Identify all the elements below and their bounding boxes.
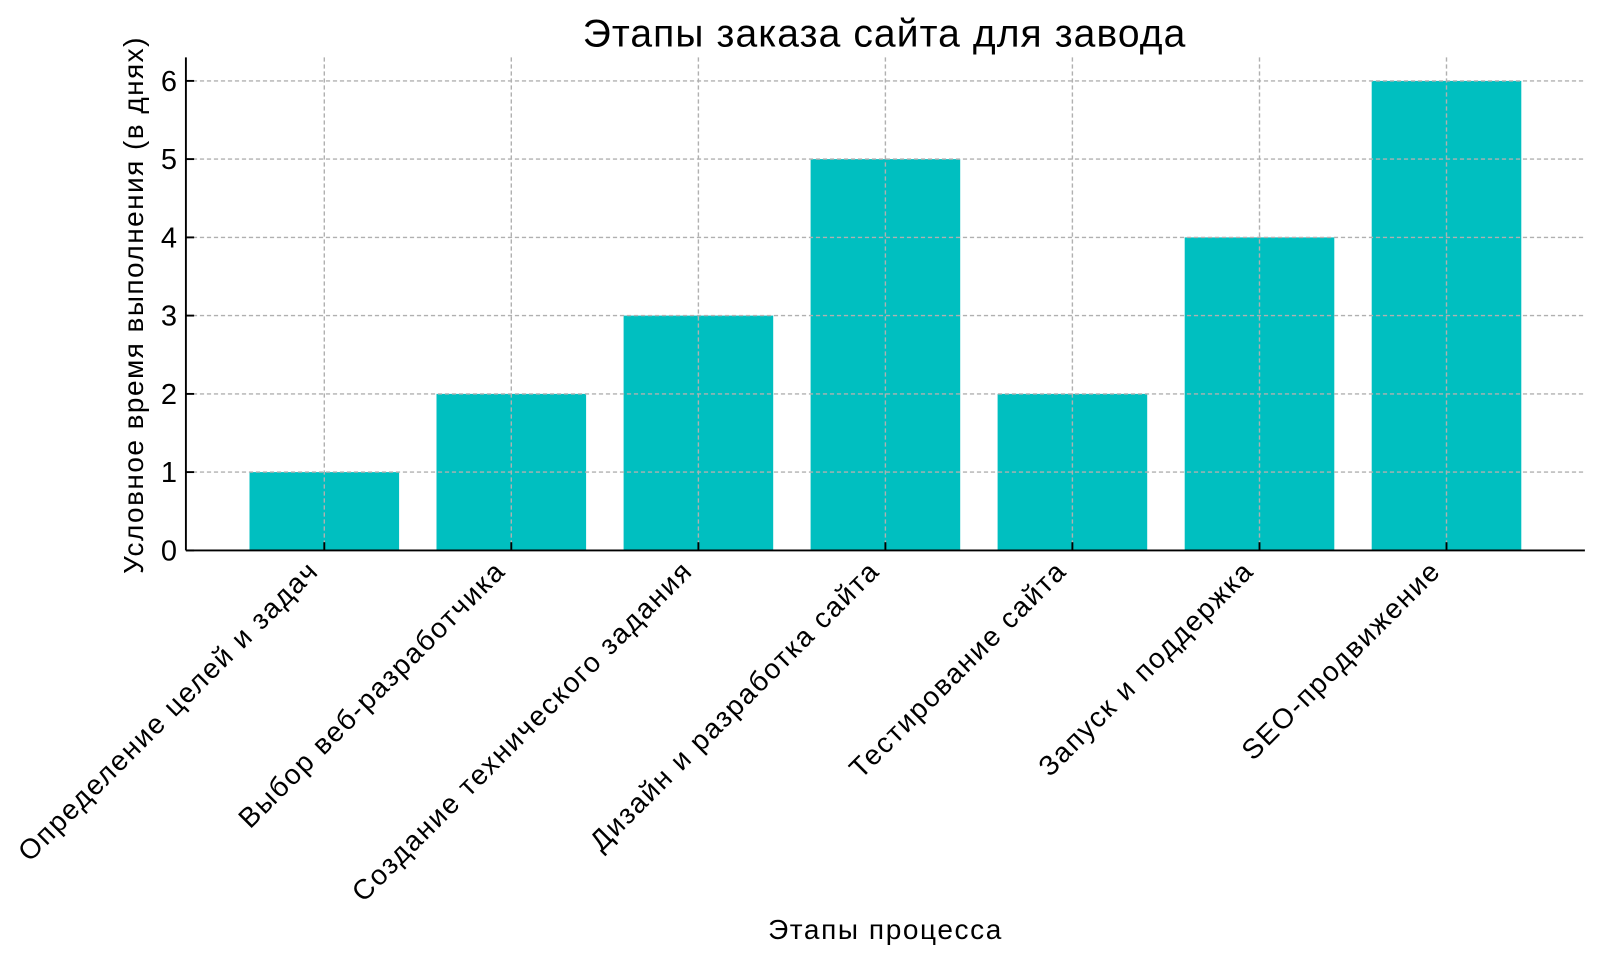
svg-text:2: 2 [161, 379, 177, 411]
svg-text:Этапы процесса: Этапы процесса [768, 914, 1003, 945]
svg-text:1: 1 [161, 457, 177, 489]
svg-text:0: 0 [161, 535, 177, 567]
svg-text:4: 4 [161, 222, 177, 254]
svg-text:6: 6 [161, 66, 177, 98]
svg-text:Этапы заказа сайта для завода: Этапы заказа сайта для завода [583, 13, 1187, 56]
svg-text:5: 5 [161, 144, 177, 176]
svg-text:Условное время выполнения (в д: Условное время выполнения (в днях) [118, 36, 149, 574]
svg-text:3: 3 [161, 301, 177, 333]
